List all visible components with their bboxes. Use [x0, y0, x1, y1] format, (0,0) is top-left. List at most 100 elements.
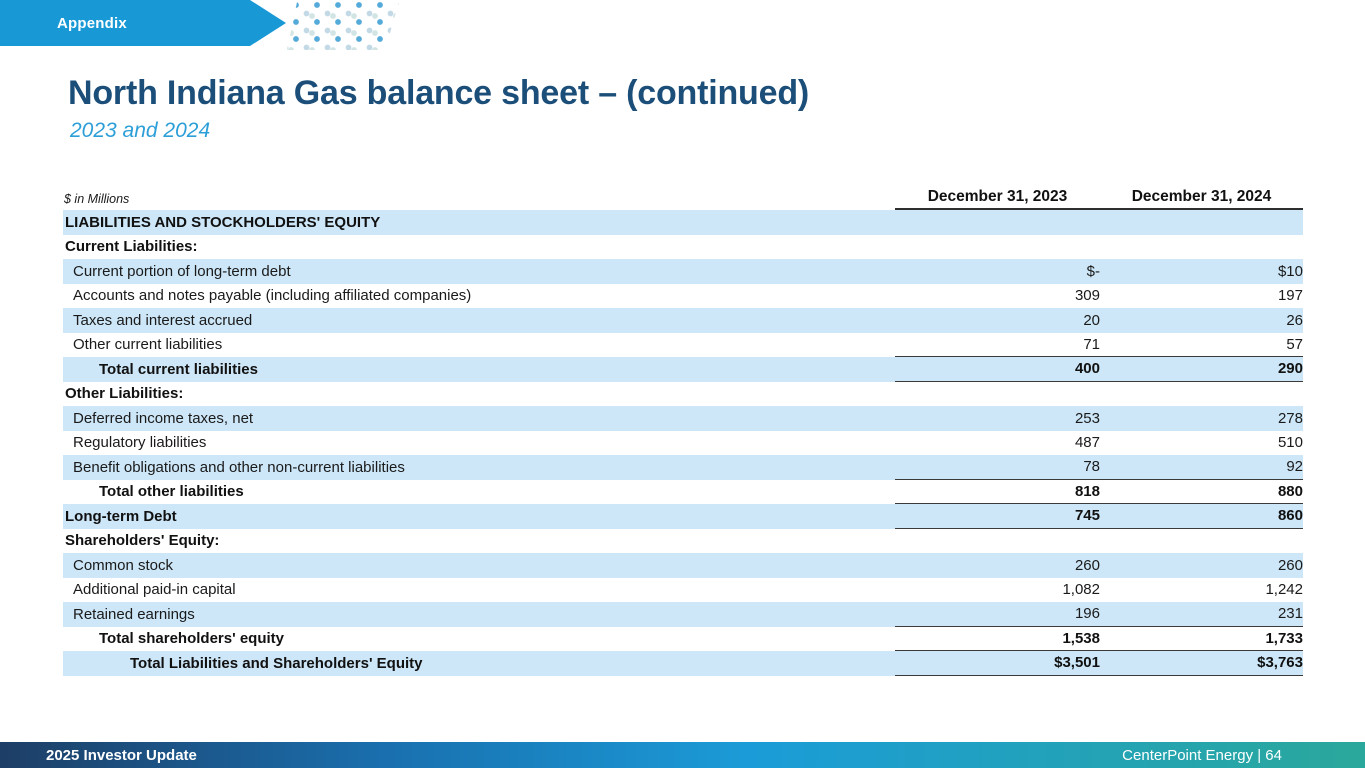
row-values: 745 860 [895, 504, 1303, 529]
row-label: Total shareholders' equity [99, 630, 284, 648]
row-values: $- $10 [895, 259, 1303, 284]
value-2024: 1,733 [1265, 629, 1303, 647]
value-2023: $3,501 [1054, 654, 1100, 672]
table-row: Total current liabilities 400 290 [63, 357, 1303, 382]
value-2023: 196 [1074, 605, 1100, 623]
row-label: Regulatory liabilities [73, 434, 207, 452]
row-label: Long-term Debt [65, 507, 177, 525]
row-label: Other Liabilities: [65, 385, 184, 403]
row-values: 487 510 [895, 431, 1303, 456]
table-row: Total shareholders' equity 1,538 1,733 [63, 627, 1303, 651]
value-2023: 20 [1083, 311, 1100, 329]
dots-decoration [287, 2, 399, 50]
footer-bar: 2025 Investor Update CenterPoint Energy … [0, 742, 1365, 768]
value-2023 [895, 529, 1100, 554]
row-values: 78 92 [895, 455, 1303, 480]
row-values: 1,082 1,242 [895, 578, 1303, 603]
table-row: Total Liabilities and Shareholders' Equi… [63, 651, 1303, 676]
value-2023: 78 [1083, 458, 1100, 476]
appendix-banner: Appendix [0, 0, 286, 46]
balance-sheet-table: $ in Millions December 31, 2023 December… [63, 185, 1303, 676]
page-title: North Indiana Gas balance sheet – (conti… [68, 74, 810, 112]
row-values [895, 529, 1303, 554]
value-2024: 57 [1286, 335, 1303, 353]
value-2024 [1100, 235, 1303, 260]
value-2024 [1100, 529, 1303, 554]
page-subtitle: 2023 and 2024 [70, 119, 211, 142]
row-values: 818 880 [895, 480, 1303, 504]
value-2024: 92 [1286, 458, 1303, 476]
row-values [895, 235, 1303, 260]
value-2023: 309 [1074, 287, 1100, 305]
units-note: $ in Millions [64, 192, 130, 206]
value-2024: 510 [1277, 434, 1303, 452]
row-label: Common stock [73, 556, 174, 574]
row-label: Additional paid-in capital [73, 581, 236, 599]
row-values: 309 197 [895, 284, 1303, 309]
row-label: Accounts and notes payable (including af… [73, 287, 472, 305]
table-row: Accounts and notes payable (including af… [63, 284, 1303, 309]
value-2023 [895, 382, 1100, 407]
table-row: Total other liabilities 818 880 [63, 480, 1303, 504]
row-values: 20 26 [895, 308, 1303, 333]
value-2024: $3,763 [1257, 654, 1303, 672]
row-values: $3,501 $3,763 [895, 651, 1303, 676]
row-label: Deferred income taxes, net [73, 409, 254, 427]
value-2024: 231 [1277, 605, 1303, 623]
column-header-2024: December 31, 2024 [1131, 188, 1272, 205]
table-row: Taxes and interest accrued 20 26 [63, 308, 1303, 333]
table-row: Retained earnings 196 231 [63, 602, 1303, 627]
table-row: Current portion of long-term debt $- $10 [63, 259, 1303, 284]
value-2024: 197 [1277, 287, 1303, 305]
value-2024: 260 [1277, 556, 1303, 574]
table-row: LIABILITIES AND STOCKHOLDERS' EQUITY [63, 210, 1303, 235]
table-column-headers: December 31, 2023 December 31, 2024 [895, 185, 1303, 210]
value-2023 [895, 235, 1100, 260]
value-2023: 260 [1074, 556, 1100, 574]
row-values [895, 382, 1303, 407]
footer-deck-title: 2025 Investor Update [46, 746, 197, 764]
value-2023: 745 [1074, 507, 1100, 525]
table-row: Current Liabilities: [63, 235, 1303, 260]
row-label: Total other liabilities [99, 483, 244, 501]
value-2023: 818 [1074, 482, 1100, 500]
row-values: 260 260 [895, 553, 1303, 578]
row-label: Current portion of long-term debt [73, 262, 291, 280]
value-2023: 71 [1083, 335, 1100, 353]
row-label: Total current liabilities [99, 360, 258, 378]
table-row: Shareholders' Equity: [63, 529, 1303, 554]
table-row: Long-term Debt 745 860 [63, 504, 1303, 529]
row-label: LIABILITIES AND STOCKHOLDERS' EQUITY [65, 213, 381, 231]
row-label: Benefit obligations and other non-curren… [73, 458, 405, 476]
table-row: Other Liabilities: [63, 382, 1303, 407]
value-2023: 253 [1074, 409, 1100, 427]
value-2024: 278 [1277, 409, 1303, 427]
row-label: Shareholders' Equity: [65, 532, 220, 550]
table-row: Other current liabilities 71 57 [63, 333, 1303, 357]
row-values: 400 290 [895, 357, 1303, 382]
row-label: Retained earnings [73, 605, 195, 623]
value-2024 [1100, 210, 1303, 235]
table-row: Additional paid-in capital 1,082 1,242 [63, 578, 1303, 603]
column-header-2023: December 31, 2023 [927, 188, 1068, 205]
row-values: 196 231 [895, 602, 1303, 627]
value-2023: 1,538 [1062, 629, 1100, 647]
table-row: Common stock 260 260 [63, 553, 1303, 578]
table-header-row: $ in Millions December 31, 2023 December… [63, 185, 1303, 210]
balance-table-body: LIABILITIES AND STOCKHOLDERS' EQUITY Cur… [63, 210, 1303, 676]
table-row: Benefit obligations and other non-curren… [63, 455, 1303, 480]
value-2023: 1,082 [1062, 581, 1100, 599]
value-2024 [1100, 382, 1303, 407]
row-label: Other current liabilities [73, 336, 223, 354]
row-values: 253 278 [895, 406, 1303, 431]
row-values [895, 210, 1303, 235]
value-2024: 880 [1277, 482, 1303, 500]
row-label: Current Liabilities: [65, 238, 198, 256]
table-row: Deferred income taxes, net 253 278 [63, 406, 1303, 431]
appendix-banner-label: Appendix [57, 14, 127, 32]
value-2023 [895, 210, 1100, 235]
value-2024: 290 [1277, 360, 1303, 378]
value-2024: 860 [1277, 507, 1303, 525]
footer-company-page-number: CenterPoint Energy | 64 [1122, 746, 1282, 764]
